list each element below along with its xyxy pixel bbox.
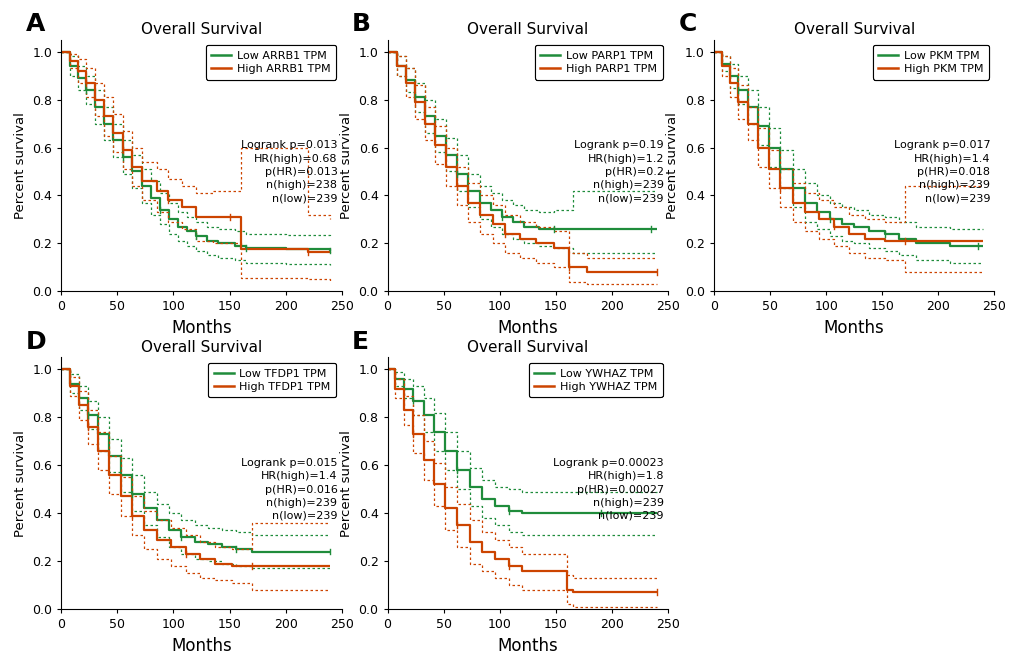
Y-axis label: Percent survival: Percent survival	[339, 430, 353, 537]
Title: Overall Survival: Overall Survival	[141, 340, 262, 355]
Legend: Low PARP1 TPM, High PARP1 TPM: Low PARP1 TPM, High PARP1 TPM	[534, 45, 662, 79]
Legend: Low PKM TPM, High PKM TPM: Low PKM TPM, High PKM TPM	[872, 45, 988, 79]
Text: Logrank p=0.19
HR(high)=1.2
p(HR)=0.2
n(high)=239
n(low)=239: Logrank p=0.19 HR(high)=1.2 p(HR)=0.2 n(…	[574, 140, 663, 203]
Title: Overall Survival: Overall Survival	[467, 340, 588, 355]
Text: D: D	[25, 330, 46, 354]
X-axis label: Months: Months	[497, 319, 557, 337]
Text: E: E	[352, 330, 369, 354]
Text: B: B	[352, 13, 371, 36]
X-axis label: Months: Months	[823, 319, 883, 337]
Y-axis label: Percent survival: Percent survival	[13, 112, 26, 219]
Text: A: A	[25, 13, 45, 36]
Text: Logrank p=0.00023
HR(high)=1.8
p(HR)=0.00027
n(high)=239
n(low)=239: Logrank p=0.00023 HR(high)=1.8 p(HR)=0.0…	[552, 458, 663, 521]
Title: Overall Survival: Overall Survival	[467, 22, 588, 37]
Text: Logrank p=0.017
HR(high)=1.4
p(HR)=0.018
n(high)=239
n(low)=239: Logrank p=0.017 HR(high)=1.4 p(HR)=0.018…	[893, 140, 989, 203]
Text: Logrank p=0.013
HR(high)=0.68
p(HR)=0.013
n(high)=238
n(low)=239: Logrank p=0.013 HR(high)=0.68 p(HR)=0.01…	[240, 140, 337, 203]
Title: Overall Survival: Overall Survival	[141, 22, 262, 37]
Text: Logrank p=0.015
HR(high)=1.4
p(HR)=0.016
n(high)=239
n(low)=239: Logrank p=0.015 HR(high)=1.4 p(HR)=0.016…	[240, 458, 337, 521]
Y-axis label: Percent survival: Percent survival	[339, 112, 353, 219]
Y-axis label: Percent survival: Percent survival	[665, 112, 679, 219]
Y-axis label: Percent survival: Percent survival	[13, 430, 26, 537]
X-axis label: Months: Months	[171, 319, 231, 337]
Legend: Low TFDP1 TPM, High TFDP1 TPM: Low TFDP1 TPM, High TFDP1 TPM	[208, 363, 336, 397]
Title: Overall Survival: Overall Survival	[793, 22, 914, 37]
Legend: Low YWHAZ TPM, High YWHAZ TPM: Low YWHAZ TPM, High YWHAZ TPM	[528, 363, 662, 397]
X-axis label: Months: Months	[171, 637, 231, 655]
Text: C: C	[678, 13, 696, 36]
Legend: Low ARRB1 TPM, High ARRB1 TPM: Low ARRB1 TPM, High ARRB1 TPM	[206, 45, 336, 79]
X-axis label: Months: Months	[497, 637, 557, 655]
